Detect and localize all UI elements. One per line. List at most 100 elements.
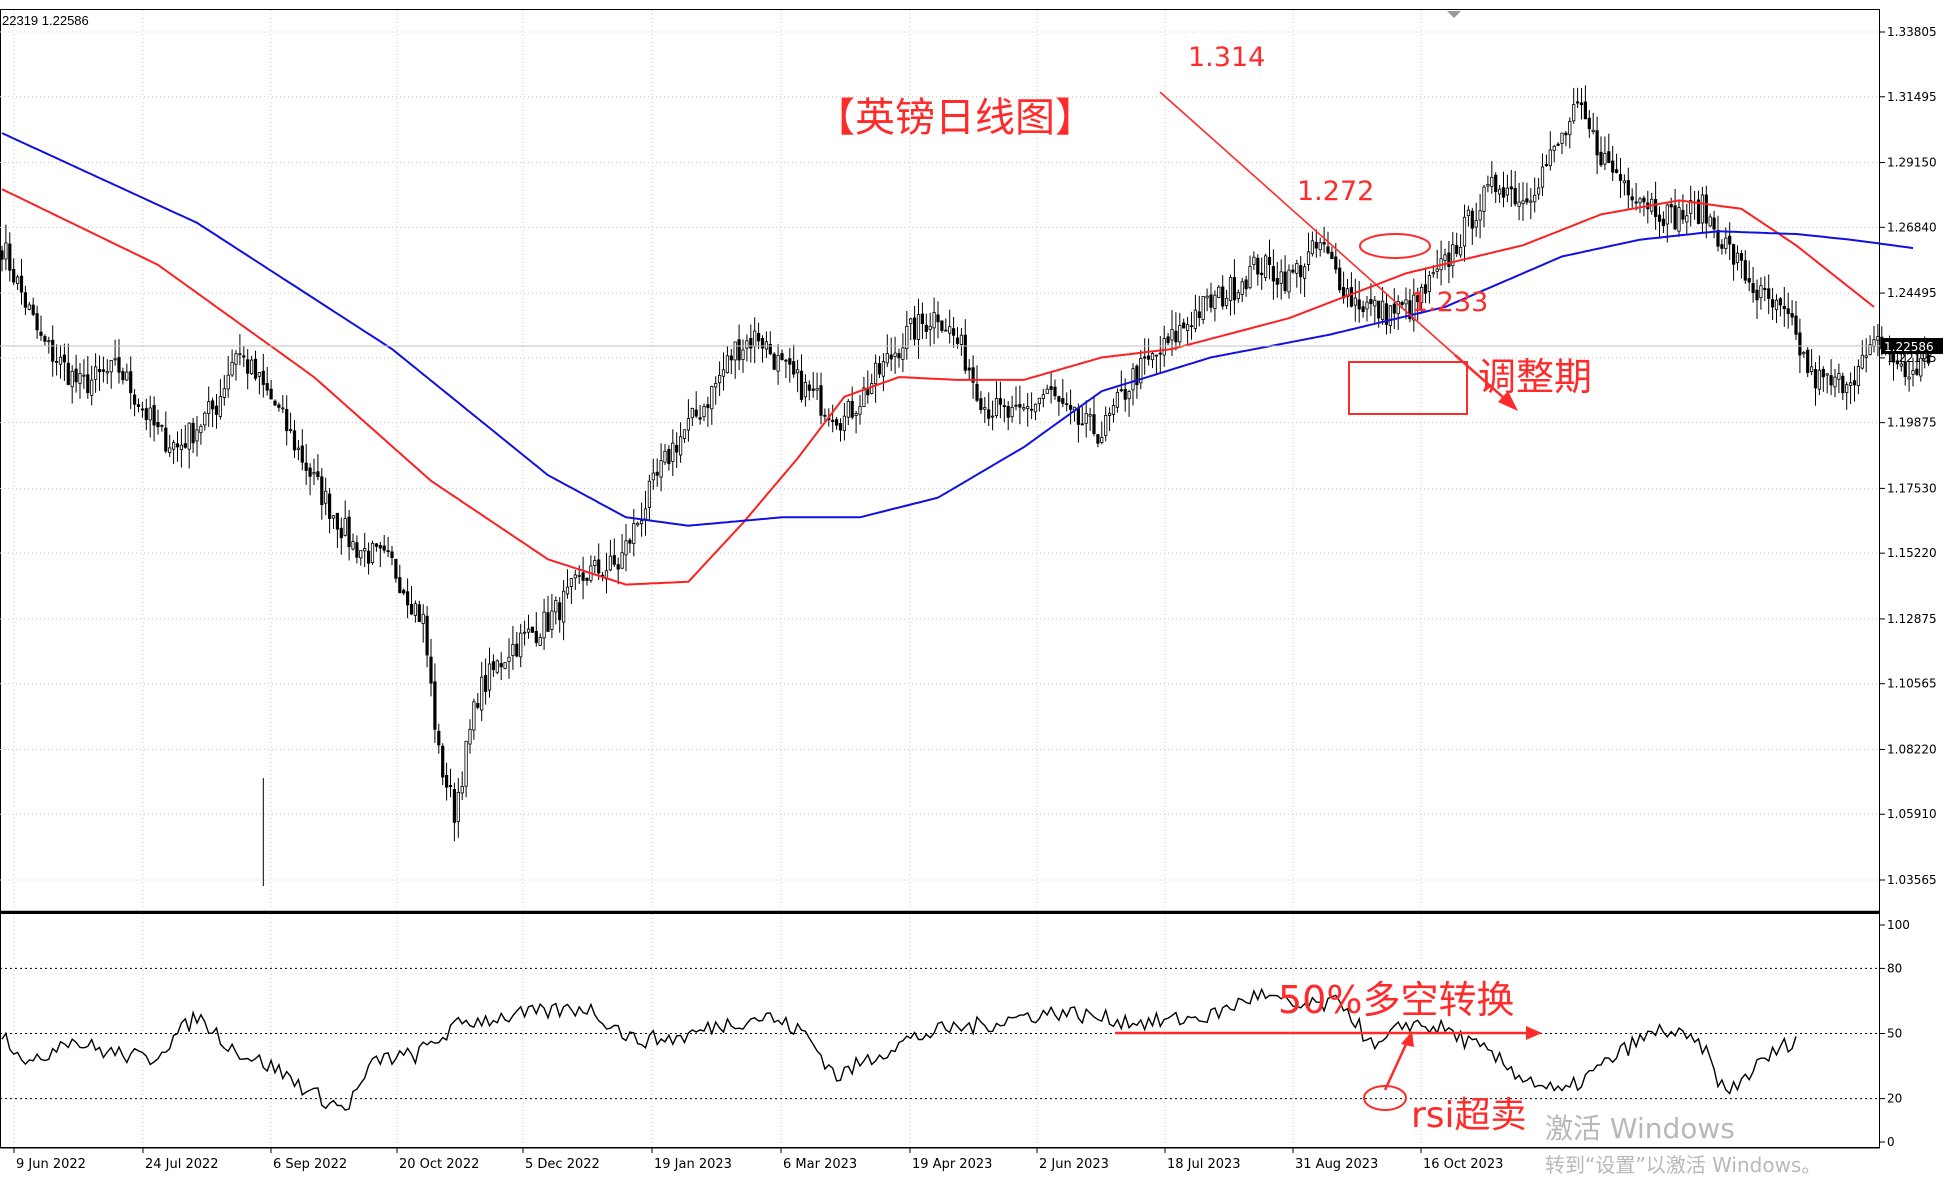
chart-shift-marker[interactable] bbox=[1447, 11, 1461, 18]
candle-body bbox=[1732, 244, 1736, 265]
price-axis-label: 1.19875 bbox=[1887, 416, 1937, 430]
candle-body bbox=[1205, 295, 1209, 299]
candle-body bbox=[554, 600, 558, 613]
candle-body bbox=[292, 430, 297, 451]
price-axis-label: 1.33805 bbox=[1887, 25, 1937, 39]
rsi-midline-label: 50%多空转换 bbox=[1278, 978, 1515, 1022]
candle-body bbox=[608, 555, 613, 571]
candle-body bbox=[1080, 423, 1084, 426]
candle-body bbox=[1498, 188, 1502, 195]
candle-body bbox=[725, 355, 730, 374]
candle-body bbox=[1708, 216, 1712, 227]
candle-body bbox=[1088, 414, 1092, 417]
candle-body bbox=[1763, 288, 1767, 290]
candle-body bbox=[1404, 299, 1408, 305]
time-axis-label: 24 Jul 2022 bbox=[145, 1157, 219, 1172]
candle-body bbox=[47, 340, 51, 343]
candle-body bbox=[1759, 285, 1763, 299]
candle-body bbox=[831, 419, 835, 423]
candle-body bbox=[1310, 240, 1314, 255]
candle-body bbox=[909, 318, 913, 325]
candle-body bbox=[210, 400, 215, 410]
candle-body bbox=[550, 610, 554, 630]
candle-body bbox=[253, 358, 258, 379]
candle-body bbox=[682, 429, 687, 439]
candle-body bbox=[1260, 272, 1264, 276]
candle-body bbox=[1248, 266, 1252, 289]
candle-body bbox=[35, 313, 39, 331]
rsi-axis: 100 80 50 20 0 bbox=[0, 918, 1910, 1149]
candle-body bbox=[1673, 205, 1677, 230]
candle-body bbox=[1696, 199, 1701, 224]
candle-body bbox=[1412, 294, 1416, 321]
rsi-oversold-label: rsi超卖 bbox=[1411, 1095, 1527, 1136]
candle-body bbox=[1537, 187, 1541, 195]
candle-body bbox=[1622, 180, 1626, 184]
candle-body bbox=[714, 383, 718, 388]
price-axis-label: 1.26840 bbox=[1887, 220, 1937, 234]
candle-body bbox=[1283, 271, 1287, 292]
candle-body bbox=[1135, 365, 1139, 386]
candle-body bbox=[558, 602, 562, 621]
candle-body bbox=[1599, 151, 1603, 166]
candle-body bbox=[1123, 388, 1127, 400]
candle-body bbox=[881, 361, 886, 377]
candle-body bbox=[1482, 186, 1486, 212]
candle-body bbox=[916, 314, 921, 340]
candle-body bbox=[1420, 286, 1424, 303]
candle-body bbox=[257, 372, 262, 377]
candle-body bbox=[1131, 368, 1135, 391]
candle-body bbox=[58, 356, 63, 365]
candle-body bbox=[1689, 200, 1693, 214]
price-axis-label: 1.05910 bbox=[1887, 807, 1937, 821]
candle-body bbox=[203, 412, 207, 426]
candle-body bbox=[277, 404, 281, 408]
candle-body bbox=[1568, 121, 1572, 136]
candle-body bbox=[523, 631, 527, 634]
candle-body bbox=[285, 408, 289, 432]
time-axis-label: 6 Mar 2023 bbox=[783, 1157, 857, 1172]
candle-body bbox=[1228, 277, 1233, 301]
candle-body bbox=[1704, 194, 1708, 224]
candle-body bbox=[698, 417, 702, 420]
candle-body bbox=[144, 408, 148, 420]
candle-body bbox=[1357, 299, 1361, 310]
candle-body bbox=[784, 359, 788, 362]
candle-body bbox=[811, 388, 815, 391]
candle-body bbox=[1033, 403, 1038, 413]
candle-body bbox=[39, 331, 43, 336]
candle-body bbox=[214, 405, 219, 415]
candle-body bbox=[1517, 201, 1521, 207]
candle-body bbox=[487, 663, 492, 691]
candle-body bbox=[242, 355, 246, 358]
mid-price-annotation: 1.272 bbox=[1297, 176, 1375, 207]
candle-body bbox=[792, 361, 796, 375]
price-axis-label: 1.24495 bbox=[1887, 286, 1937, 300]
candle-body bbox=[788, 358, 792, 365]
candle-body bbox=[1490, 176, 1494, 187]
candle-body bbox=[1774, 299, 1779, 311]
price-axis: 1.338051.314951.291501.268401.244951.221… bbox=[1880, 25, 1937, 887]
candle-body bbox=[1244, 279, 1248, 290]
candle-body bbox=[1423, 284, 1428, 294]
candle-body bbox=[429, 656, 433, 684]
candle-body bbox=[1564, 132, 1568, 136]
candle-body bbox=[129, 371, 133, 394]
candle-body bbox=[4, 242, 8, 260]
candle-body bbox=[1154, 354, 1158, 357]
candle-body bbox=[1100, 437, 1104, 443]
candle-body bbox=[74, 368, 78, 383]
candle-body bbox=[1618, 174, 1623, 181]
candle-body bbox=[140, 408, 144, 411]
candle-body bbox=[1743, 260, 1747, 281]
candle-body bbox=[1104, 415, 1108, 436]
candle-body bbox=[987, 409, 991, 419]
candle-body bbox=[1802, 352, 1806, 355]
candle-body bbox=[1209, 294, 1213, 308]
candle-body bbox=[1061, 398, 1065, 404]
candle-body bbox=[1657, 214, 1662, 222]
current-price-tag bbox=[1881, 338, 1943, 354]
candle-body bbox=[82, 374, 86, 377]
